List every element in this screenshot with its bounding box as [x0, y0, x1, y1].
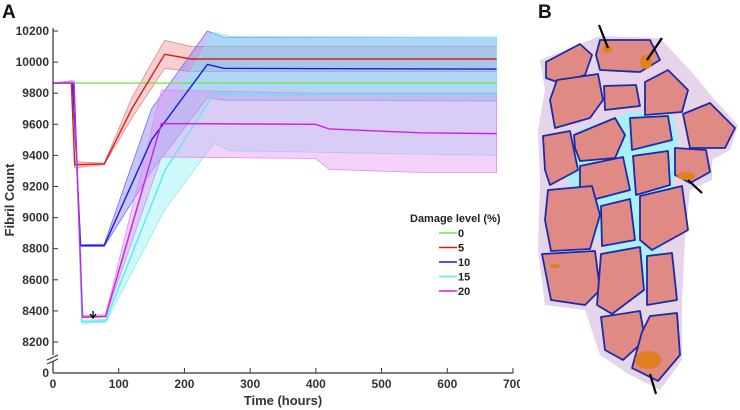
band-20 [52, 80, 497, 319]
legend-label-5: 5 [458, 243, 464, 255]
down-arrow-annotation [89, 311, 97, 320]
y-tick-label: 10200 [16, 24, 50, 38]
x-tick-label: 300 [240, 377, 260, 391]
legend-label-10: 10 [458, 257, 470, 269]
x-tick-label: 700 [503, 377, 520, 391]
legend-title: Damage level (%) [410, 213, 501, 225]
legend-label-0: 0 [458, 228, 464, 240]
y-tick-label: 8200 [22, 335, 49, 349]
y-tick-label: 8800 [22, 242, 49, 256]
legend: Damage level (%) 0 5 10 15 20 [410, 213, 501, 298]
tissue-background [538, 36, 738, 390]
line-10 [53, 63, 497, 247]
y-tick-label: 9600 [22, 117, 49, 131]
legend-label-20: 20 [458, 286, 470, 298]
x-tick-label: 600 [437, 377, 457, 391]
band-15 [52, 32, 497, 324]
series-lines [53, 53, 497, 323]
y-tick-label: 8400 [22, 304, 49, 318]
interstitial-space [560, 112, 680, 300]
y-tick-label: 0 [42, 366, 49, 380]
line-20 [53, 82, 497, 318]
x-tick-label: 500 [372, 377, 392, 391]
y-tick-label: 8600 [22, 273, 49, 287]
y-tick-label: 9400 [22, 148, 49, 162]
y-tick-label: 10000 [16, 55, 50, 69]
confidence-bands [52, 30, 497, 324]
axis-break-gap [47, 355, 59, 361]
x-tick-label: 200 [174, 377, 194, 391]
panel-a-label: A [2, 2, 16, 23]
axis-break-icon [46, 354, 59, 365]
cells [541, 39, 736, 382]
x-tick-label: 400 [306, 377, 326, 391]
y-tick-label: 9000 [22, 211, 49, 225]
damage-pointer-lines [597, 24, 703, 395]
y-axis-label: Fibril Count [2, 163, 17, 237]
y-tick-label: 9200 [22, 180, 49, 194]
panel-b-label: B [538, 2, 552, 23]
axes: 0 100 200 300 400 500 600 700082008400860088009… [16, 24, 520, 391]
damage-spots [550, 45, 695, 369]
fibril-count-chart: A 0 100 200 300 400 500 600 7000820084008600880… [2, 2, 520, 408]
x-axis-label: Time (hours) [244, 393, 323, 408]
y-tick-label: 9800 [22, 86, 49, 100]
x-tick-label: 100 [109, 377, 129, 391]
line-5 [53, 53, 497, 166]
x-tick-label: 0 [50, 377, 57, 391]
legend-label-15: 15 [458, 272, 470, 284]
